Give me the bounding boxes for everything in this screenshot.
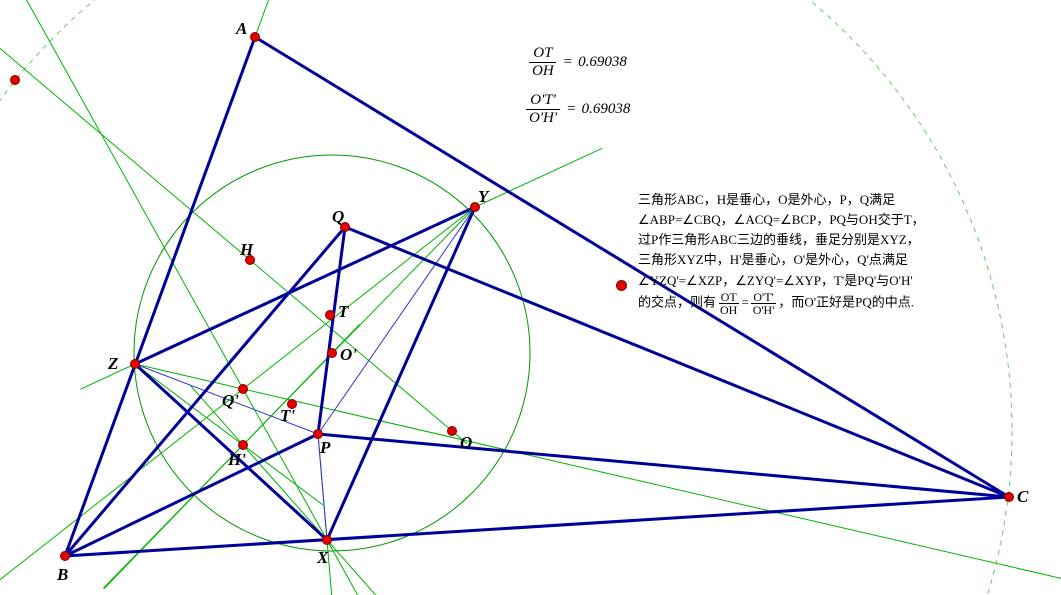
desc-line-6: 的交点，则有OTOH=O'T'O'H'，而O'正好是PQ的中点.: [638, 291, 925, 316]
point-label-A: A: [236, 19, 247, 39]
ratio2-value: 0.69038: [582, 101, 631, 118]
description-bullet-icon: [616, 280, 627, 291]
point-label-Op: O': [340, 345, 357, 365]
desc-last-suffix: ，而O'正好是PQ的中点.: [778, 294, 914, 309]
desc-last-prefix: 的交点，则有: [638, 294, 716, 309]
point-label-Tp: T': [280, 406, 295, 426]
point-label-Y: Y: [478, 187, 488, 207]
point-label-Qp: Q': [222, 391, 239, 411]
ratio1-value: 0.69038: [578, 54, 627, 71]
point-label-T: T: [338, 302, 348, 322]
ratio1-denominator: OH: [528, 63, 558, 80]
ratio2-numerator: O'T': [526, 92, 560, 110]
desc-line-4: 三角形XYZ中，H'是垂心，O'是外心，Q'点满足: [638, 250, 925, 270]
desc-line-2: ∠ABP=∠CBQ，∠ACQ=∠BCP，PQ与OH交于T，: [638, 210, 925, 230]
point-label-Z: Z: [108, 354, 118, 374]
equals-sign: =: [567, 101, 575, 118]
point-label-Hp: H': [228, 450, 246, 470]
ratio1-numerator: OT: [529, 45, 556, 63]
point-label-B: B: [57, 565, 68, 585]
ratio-display-1: OT OH = 0.69038: [528, 45, 627, 79]
ratio2-denominator: O'H': [525, 110, 561, 127]
problem-description: 三角形ABC，H是垂心，O是外心，P，Q满足 ∠ABP=∠CBQ，∠ACQ=∠B…: [638, 190, 925, 316]
desc-line-3: 过P作三角形ABC三边的垂线，垂足分别是XYZ，: [638, 230, 925, 250]
point-label-X: X: [317, 548, 328, 568]
point-label-H: H: [240, 240, 253, 260]
point-label-P: P: [320, 438, 330, 458]
point-label-C: C: [1017, 487, 1028, 507]
equals-sign: =: [564, 54, 572, 71]
point-label-Q: Q: [332, 207, 344, 227]
ratio-display-2: O'T' O'H' = 0.69038: [525, 92, 630, 126]
desc-line-5: ∠YZQ'=∠XZP，∠ZYQ'=∠XYP，T'是PQ'与O'H': [638, 271, 925, 291]
point-label-O: O: [460, 433, 472, 453]
desc-line-1: 三角形ABC，H是垂心，O是外心，P，Q满足: [638, 190, 925, 210]
